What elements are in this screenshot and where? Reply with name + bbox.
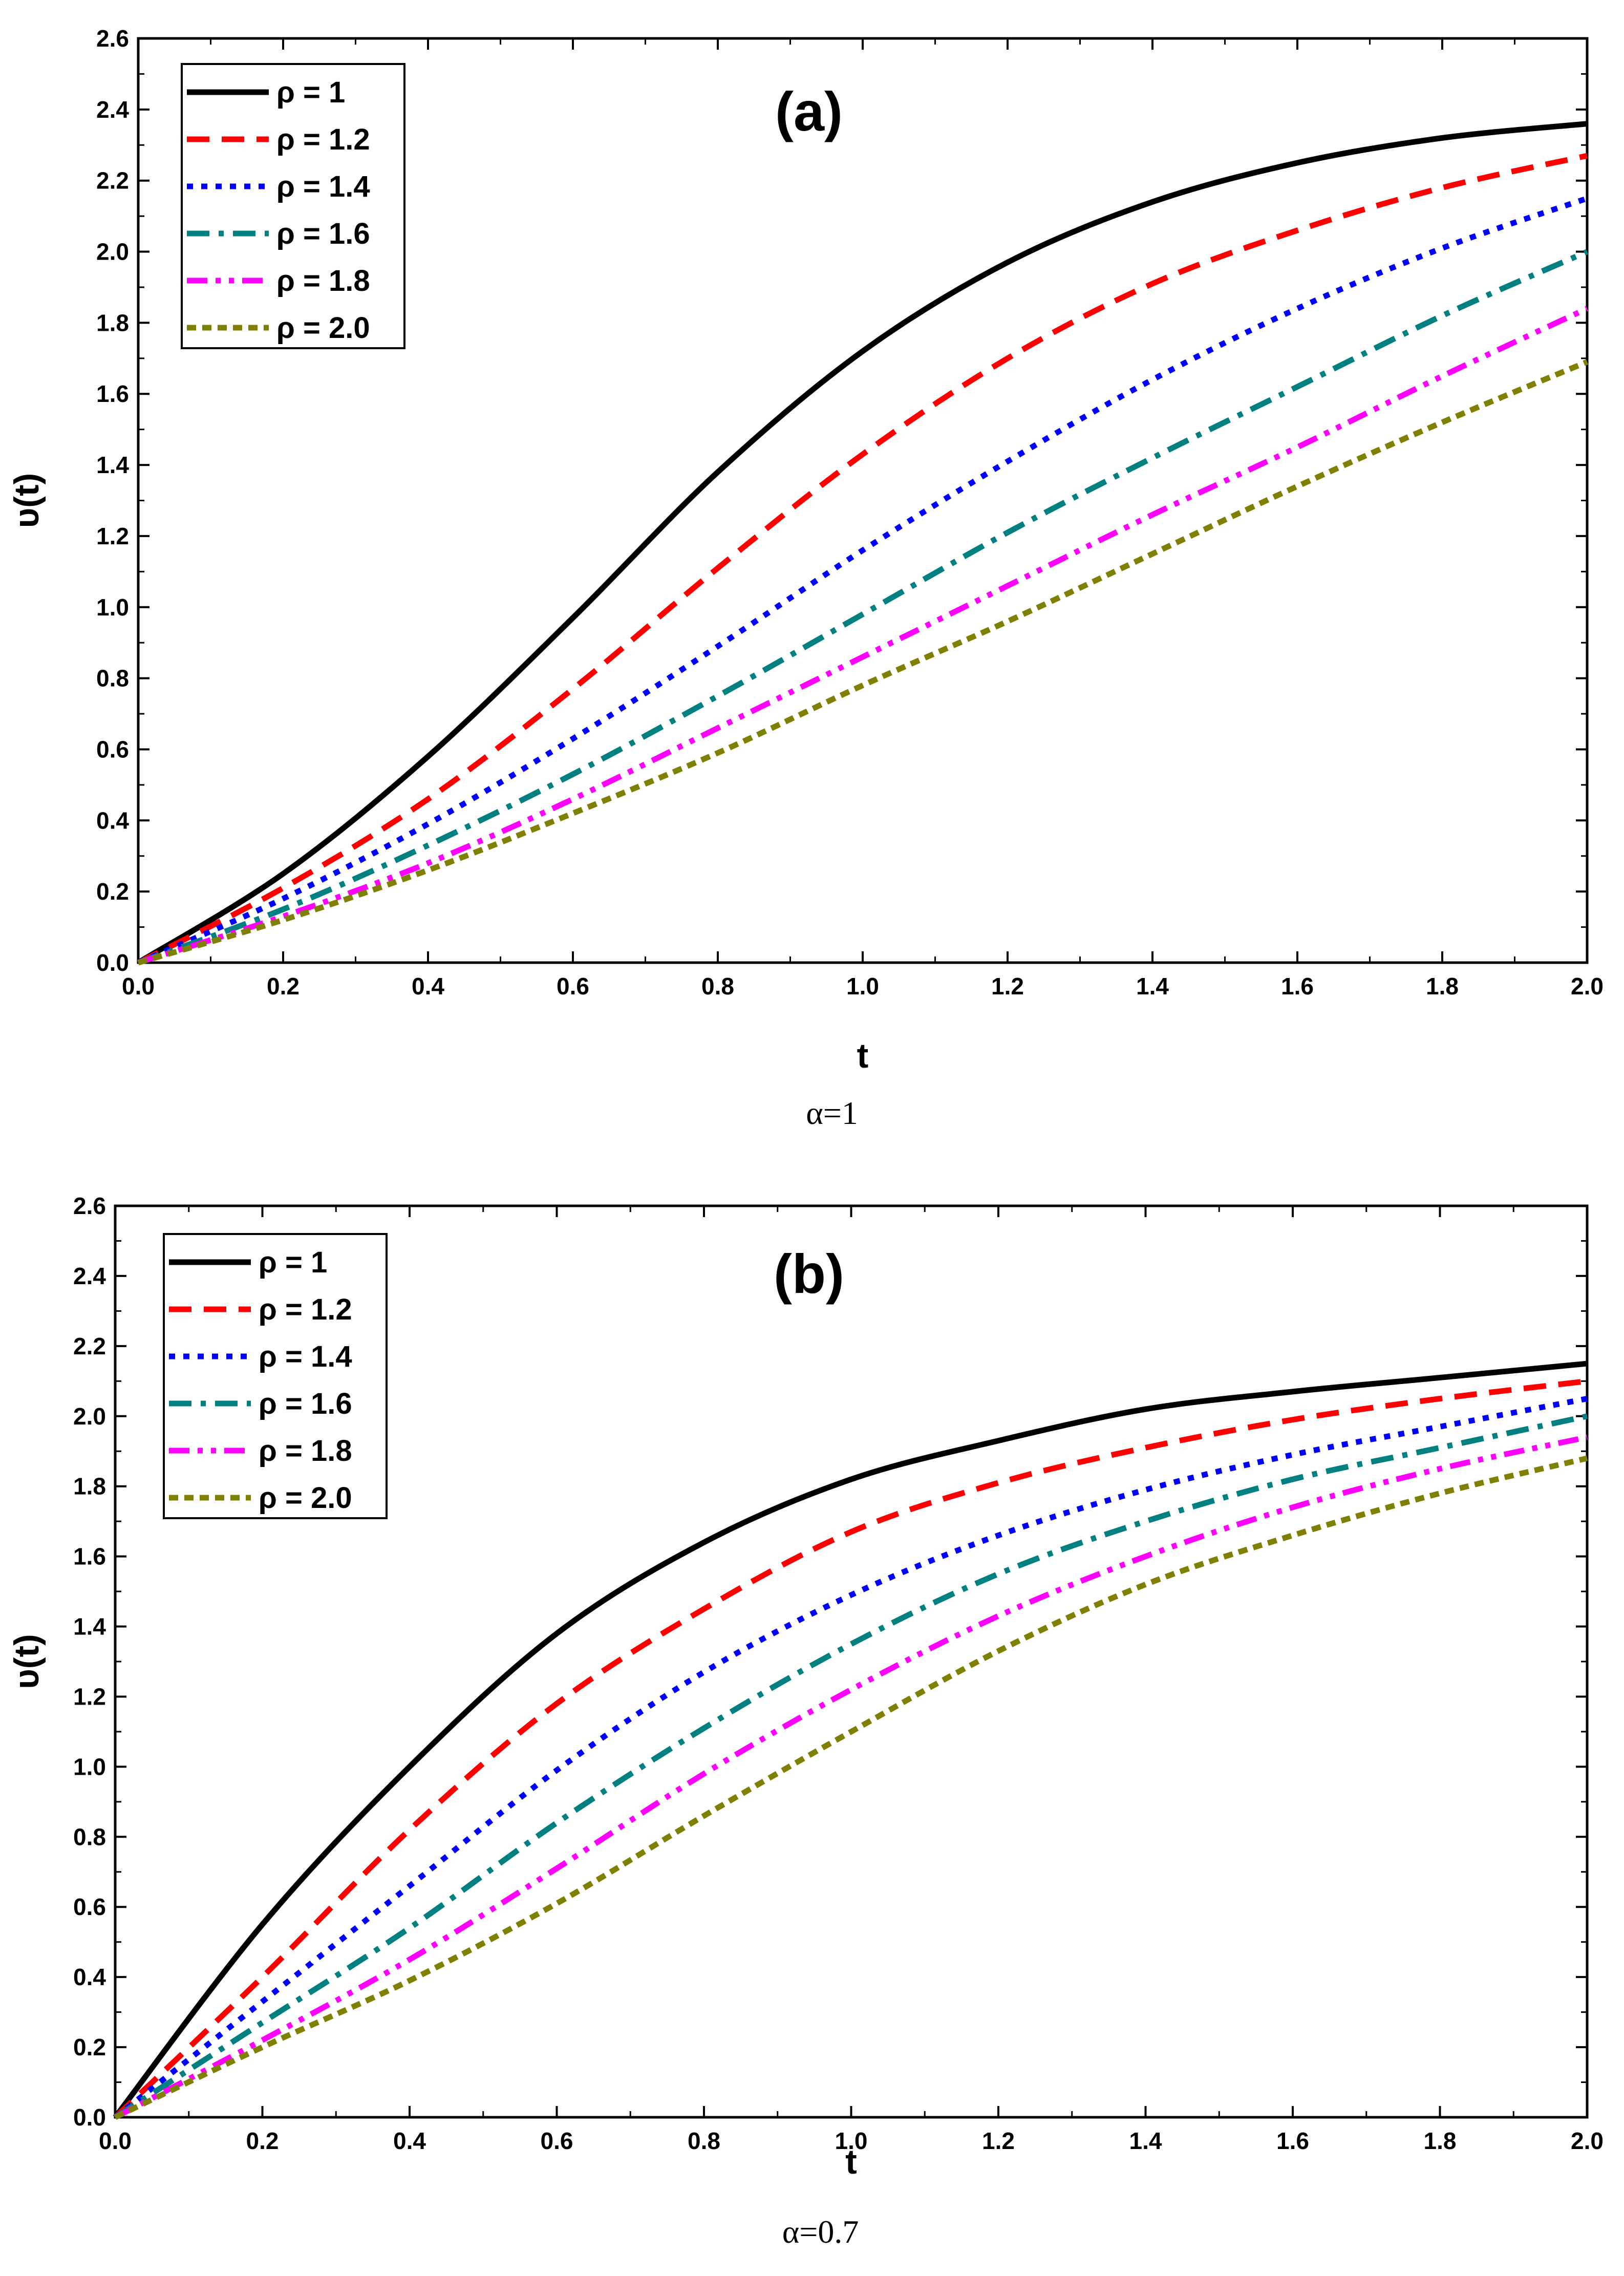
y-tick-label: 0.2 bbox=[96, 878, 129, 905]
series-line-3 bbox=[137, 196, 1588, 966]
legend-label: ρ = 1.2 bbox=[276, 123, 370, 156]
legend-label: ρ = 1 bbox=[276, 76, 345, 109]
y-tick-label: 0.6 bbox=[73, 1894, 106, 1920]
x-tick-label: 1.0 bbox=[846, 973, 879, 999]
y-tick-label: 1.0 bbox=[73, 1753, 106, 1780]
y-tick-label: 0.4 bbox=[73, 1964, 106, 1990]
x-tick-label: 1.0 bbox=[835, 2128, 868, 2154]
series-line-5 bbox=[137, 306, 1589, 966]
y-tick-label: 0.4 bbox=[96, 807, 129, 834]
legend-label: ρ = 1.8 bbox=[276, 264, 370, 297]
series-line-6 bbox=[137, 359, 1589, 966]
x-tick-label: 0.8 bbox=[688, 2128, 720, 2154]
caption: α=1 bbox=[806, 1095, 858, 1131]
x-tick-label: 0.2 bbox=[246, 2128, 279, 2154]
y-tick-label: 1.6 bbox=[73, 1543, 106, 1570]
caption: α=0.7 bbox=[782, 2214, 859, 2250]
series-line-6 bbox=[114, 1455, 1588, 2120]
legend-box bbox=[181, 63, 405, 349]
x-tick-label: 0.4 bbox=[412, 973, 444, 999]
y-tick-label: 1.4 bbox=[73, 1613, 106, 1640]
series-line-5 bbox=[114, 1434, 1588, 2120]
y-tick-label: 2.6 bbox=[73, 1193, 106, 1219]
y-tick-label: 0.8 bbox=[96, 665, 129, 692]
x-tick-label: 0.0 bbox=[122, 973, 155, 999]
y-tick-label: 0.0 bbox=[73, 2104, 106, 2131]
x-tick-label: 0.2 bbox=[267, 973, 300, 999]
x-tick-label: 1.6 bbox=[1276, 2128, 1309, 2154]
series-line-1 bbox=[113, 1360, 1588, 2119]
y-axis-title: υ(t) bbox=[7, 1634, 46, 1689]
x-tick-label: 1.4 bbox=[1129, 2128, 1162, 2154]
y-axis-title: υ(t) bbox=[7, 473, 46, 528]
y-tick-label: 2.6 bbox=[96, 25, 129, 52]
x-tick-label: 1.4 bbox=[1136, 973, 1169, 999]
legend-label: ρ = 1.4 bbox=[276, 170, 370, 203]
legend-label: ρ = 1.8 bbox=[259, 1434, 352, 1467]
legend-label: ρ = 1.4 bbox=[259, 1340, 352, 1373]
legend-label: ρ = 1.2 bbox=[259, 1293, 352, 1326]
legend-label: ρ = 1.6 bbox=[276, 217, 370, 250]
panel-label: (a) bbox=[775, 80, 843, 142]
y-tick-label: 2.4 bbox=[73, 1263, 106, 1289]
y-tick-label: 1.8 bbox=[73, 1473, 106, 1500]
y-tick-label: 0.8 bbox=[73, 1823, 106, 1850]
x-tick-label: 2.0 bbox=[1571, 973, 1604, 999]
series-line-1 bbox=[137, 121, 1588, 965]
y-tick-label: 0.0 bbox=[96, 949, 129, 976]
y-tick-label: 2.2 bbox=[96, 167, 129, 194]
y-tick-label: 2.0 bbox=[96, 239, 129, 265]
x-tick-label: 1.6 bbox=[1281, 973, 1314, 999]
x-tick-label: 2.0 bbox=[1571, 2128, 1604, 2154]
y-tick-label: 1.0 bbox=[96, 594, 129, 621]
series-line-4 bbox=[137, 249, 1589, 966]
x-tick-label: 0.6 bbox=[557, 973, 589, 999]
y-tick-label: 0.2 bbox=[73, 2034, 106, 2060]
legend-label: ρ = 2.0 bbox=[259, 1481, 352, 1515]
legend-label: ρ = 1 bbox=[259, 1246, 327, 1279]
panel-b: 0.0 0.2 0.4 0.6 0.8 1.0 1.2 1.4 1.6 1.8 2.0 0.0 0.2 0… bbox=[7, 1193, 1604, 2250]
y-tick-label: 1.2 bbox=[73, 1683, 106, 1710]
x-tick-label: 0.4 bbox=[393, 2128, 426, 2154]
x-tick-label: 0.8 bbox=[701, 973, 734, 999]
y-tick-label: 1.2 bbox=[96, 523, 129, 549]
series-line-3 bbox=[113, 1396, 1588, 2120]
y-tick-label: 1.6 bbox=[96, 380, 129, 407]
x-tick-label: 1.8 bbox=[1424, 2128, 1457, 2154]
x-tick-label: 1.2 bbox=[991, 973, 1024, 999]
x-tick-label: 0.6 bbox=[541, 2128, 573, 2154]
y-tick-label: 2.4 bbox=[96, 96, 129, 123]
legend-box bbox=[163, 1233, 388, 1519]
legend-label: ρ = 1.6 bbox=[259, 1387, 352, 1420]
x-axis-title: t bbox=[845, 2142, 857, 2181]
x-axis-title: t bbox=[857, 1036, 869, 1075]
y-tick-label: 2.2 bbox=[73, 1333, 106, 1359]
x-tick-label: 0.0 bbox=[99, 2128, 132, 2154]
x-tick-label: 1.8 bbox=[1426, 973, 1459, 999]
series-line-2 bbox=[137, 153, 1588, 965]
panel-a: 0.0 0.2 0.4 0.6 0.8 1.0 1.2 1.4 1.6 1.8 2.0 0.0 0.2 0… bbox=[7, 25, 1604, 1131]
y-tick-label: 1.8 bbox=[96, 309, 129, 336]
panel-label: (b) bbox=[774, 1243, 844, 1305]
series-line-4 bbox=[114, 1413, 1588, 2120]
legend-label: ρ = 2.0 bbox=[276, 311, 370, 345]
series-line-2 bbox=[113, 1378, 1588, 2119]
x-tick-label: 1.2 bbox=[982, 2128, 1015, 2154]
y-tick-label: 2.0 bbox=[73, 1403, 106, 1430]
y-tick-label: 0.6 bbox=[96, 736, 129, 762]
y-tick-label: 1.4 bbox=[96, 452, 129, 478]
